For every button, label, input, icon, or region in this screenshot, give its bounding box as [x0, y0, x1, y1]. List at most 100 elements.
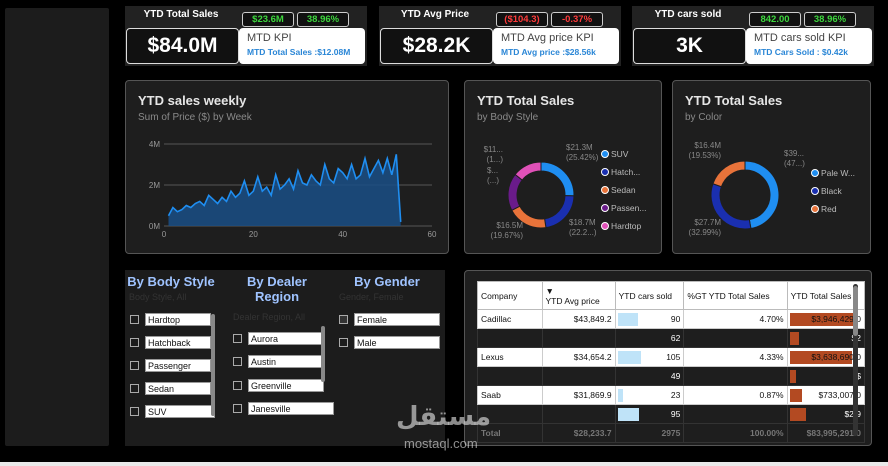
slicer-option-suv[interactable]: SUV — [130, 400, 215, 422]
slicer-option-sedan[interactable]: Sedan — [130, 377, 211, 399]
data-label-value: $18.7M — [569, 218, 596, 227]
table-row[interactable]: 49 $ — [477, 366, 866, 386]
slicer-option-label: Female — [354, 312, 440, 326]
checkbox-icon[interactable] — [130, 314, 139, 324]
slicer-option-male[interactable]: Male — [339, 331, 440, 353]
table-row[interactable]: 62$2 — [477, 328, 866, 348]
cell-gt-total — [683, 366, 788, 386]
cell-avg-price — [541, 366, 616, 386]
kpi-tooltip-title: MTD KPI — [247, 32, 292, 44]
color-donut-panel[interactable]: YTD Total Sales by Color Pale W... Black R… — [672, 80, 871, 254]
checkbox-icon[interactable] — [233, 380, 242, 390]
legend-marker — [811, 169, 819, 177]
chart-subtitle: Sum of Price ($) by Week — [138, 112, 252, 123]
slicer-option-label: Aurora — [248, 331, 324, 345]
slicer-header-gender: Gender, Female — [339, 292, 404, 302]
legend-marker — [601, 150, 609, 158]
slicer-scrollbar-dealer-region[interactable] — [321, 326, 325, 382]
data-label-percent: (19.53%) — [689, 151, 722, 160]
y-tick-label: 2M — [149, 181, 160, 190]
checkbox-icon[interactable] — [130, 383, 139, 393]
checkbox-icon[interactable] — [130, 360, 139, 370]
kpi-tooltip-sub: MTD Cars Sold : $0.42k — [754, 47, 849, 57]
legend-label: Hardtop — [611, 221, 642, 231]
checkbox-icon[interactable] — [233, 333, 242, 343]
cell-total-label: Total — [477, 423, 543, 443]
total-sales-bar — [789, 313, 857, 326]
data-label: $39... (47...) — [784, 149, 805, 168]
total-sales-bar — [789, 408, 807, 421]
slicer-option-aurora[interactable]: Aurora — [233, 327, 324, 349]
table-scrollbar-thumb[interactable] — [853, 286, 858, 336]
checkbox-icon[interactable] — [339, 314, 348, 324]
slicer-title-gender: By Gender — [354, 274, 420, 289]
checkbox-icon[interactable] — [233, 356, 242, 366]
weekly-sales-chart-panel[interactable]: YTD sales weekly Sum of Price ($) by Wee… — [125, 80, 449, 254]
column-header-cars-sold[interactable]: YTD cars sold — [614, 281, 685, 310]
checkbox-icon[interactable] — [339, 337, 348, 347]
watermark-latin: mostaql.com — [404, 436, 478, 451]
table-row[interactable]: 95 $2,9 — [477, 404, 866, 424]
slicer-option-passenger[interactable]: Passenger — [130, 354, 211, 376]
cell-cars-sold: 90 — [614, 309, 685, 329]
column-header-avg-price[interactable]: ▼ YTD Avg price — [541, 281, 616, 310]
table-total-row: Total $28,233.7 2975 100.00% $83,995,291.0 — [477, 423, 866, 443]
total-sales-value: $ — [856, 371, 861, 381]
bottom-strip — [0, 462, 888, 466]
data-label: $27.7M (32.99%) — [689, 218, 722, 237]
watermark-arabic: مستقل — [396, 402, 492, 432]
sidebar-panel — [5, 8, 109, 446]
slicer-option-greenville[interactable]: Greenville — [233, 374, 324, 396]
column-header-company[interactable]: Company — [477, 281, 543, 310]
cars-sold-value: 95 — [670, 409, 681, 419]
slicer-option-austin[interactable]: Austin — [233, 350, 324, 372]
kpi-card-avg-price: YTD Avg Price ($104.3) -0.37% $28.2K MTD… — [379, 6, 621, 66]
cars-sold-value: 105 — [666, 352, 681, 362]
cell-total-sold: 2975 — [614, 423, 685, 443]
cell-avg-price: $34,654.2 — [541, 347, 616, 367]
slicer-title-dealer-region: By Dealer Region — [247, 274, 307, 304]
slicer-option-hardtop[interactable]: Hardtop — [130, 308, 211, 330]
cars-sold-value: 90 — [670, 314, 681, 324]
checkbox-icon[interactable] — [130, 337, 139, 347]
cell-company — [477, 366, 543, 386]
slicer-area: By Body Style Body Style, All Hardtop Ha… — [125, 270, 445, 446]
column-header-total-sales[interactable]: YTD Total Sales — [786, 281, 866, 310]
cell-company — [477, 404, 543, 424]
table-scrollbar[interactable] — [853, 284, 858, 436]
table-row[interactable]: Lexus $34,654.2 105 4.33% $3,638,690.0 — [477, 347, 866, 367]
kpi-pct-chip: 38.96% — [804, 12, 856, 27]
kpi-card-cars-sold: YTD cars sold 842.00 38.96% 3K MTD cars … — [632, 6, 874, 66]
cell-cars-sold: 105 — [614, 347, 685, 367]
company-table: Company ▼ YTD Avg price YTD cars sold %GT… — [477, 281, 866, 443]
slicer-option-label: Sedan — [145, 381, 211, 395]
table-row[interactable]: Cadillac $43,849.2 90 4.70% $3,946,429.0 — [477, 309, 866, 329]
legend-label: Black — [821, 186, 843, 196]
data-label-value: $21.3M — [566, 143, 593, 152]
data-label-percent: (1...) — [487, 155, 504, 164]
cell-cars-sold: 23 — [614, 385, 685, 405]
legend-marker — [601, 168, 609, 176]
donut-slice — [712, 160, 746, 188]
slicer-option-female[interactable]: Female — [339, 308, 440, 330]
checkbox-icon[interactable] — [130, 406, 139, 416]
data-label-percent: (22.2...) — [569, 228, 597, 237]
legend-label: SUV — [611, 149, 629, 159]
cell-cars-sold: 49 — [614, 366, 685, 386]
cell-gt-total: 0.87% — [683, 385, 788, 405]
slicer-option-janesville[interactable]: Janesville — [233, 397, 334, 419]
slicer-option-hatchback[interactable]: Hatchback — [130, 331, 211, 353]
kpi-value: $28.2K — [380, 28, 493, 64]
cell-gt-total — [683, 328, 788, 348]
cars-sold-bar — [617, 351, 642, 364]
body-style-donut-panel[interactable]: YTD Total Sales by Body Style SUV Hatch..… — [464, 80, 662, 254]
table-row[interactable]: Saab $31,869.9 23 0.87% $733,007.0 — [477, 385, 866, 405]
slicer-scrollbar-body-style[interactable] — [211, 314, 215, 416]
total-sales-bar — [789, 351, 853, 364]
cars-sold-bar — [617, 408, 640, 421]
column-header-gt-total[interactable]: %GT YTD Total Sales — [683, 281, 788, 310]
kpi-value: 3K — [633, 28, 746, 64]
cell-total-sales: $3,946,429.0 — [786, 309, 866, 329]
checkbox-icon[interactable] — [233, 403, 242, 413]
